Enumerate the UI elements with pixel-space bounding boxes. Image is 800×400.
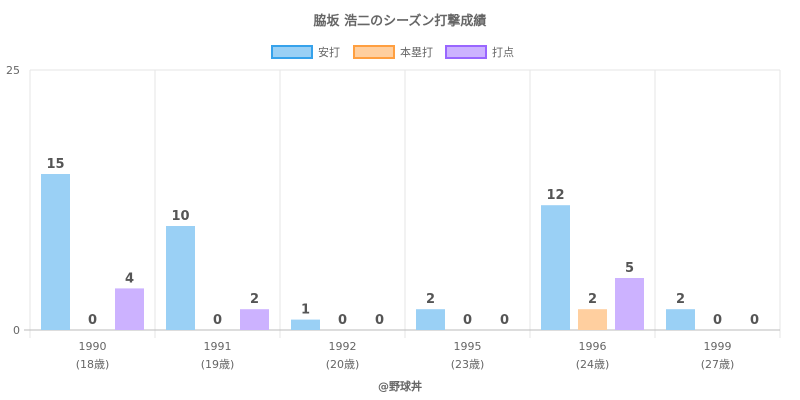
x-tick-label: 1990: [79, 340, 107, 353]
data-label-1995-安打: 2: [426, 292, 435, 307]
bar-1991-安打: [166, 226, 195, 330]
data-label-1992-本塁打: 0: [338, 313, 347, 328]
legend-label-2: 打点: [492, 45, 514, 59]
bar-1996-打点: [615, 278, 644, 330]
data-label-1999-打点: 0: [750, 313, 759, 328]
bar-1999-安打: [666, 309, 695, 330]
legend-label-1: 本塁打: [400, 45, 433, 59]
data-label-1990-安打: 15: [46, 157, 64, 172]
y-tick-label: 0: [13, 324, 20, 337]
data-label-1996-安打: 12: [546, 188, 564, 203]
bar-1990-安打: [41, 174, 70, 330]
legend-label-0: 安打: [318, 45, 340, 59]
x-tick-sublabel: (27歳): [701, 358, 735, 371]
legend-swatch-0: [271, 45, 313, 59]
x-tick-sublabel: (23歳): [451, 358, 485, 371]
bar-1990-打点: [115, 288, 144, 330]
data-label-1990-本塁打: 0: [88, 313, 97, 328]
data-label-1999-本塁打: 0: [713, 313, 722, 328]
legend-swatch-1: [353, 45, 395, 59]
data-label-1990-打点: 4: [125, 271, 134, 286]
data-label-1999-安打: 2: [676, 292, 685, 307]
x-axis: 1990 (18歳) 1991 (19歳) 1992 (20歳) 1995 (23歳) 1996…: [76, 340, 735, 371]
x-tick-label: 1999: [704, 340, 732, 353]
bar-1991-打点: [240, 309, 269, 330]
bar-1996-安打: [541, 205, 570, 330]
x-tick-label: 1992: [329, 340, 357, 353]
x-tick-label: 1991: [204, 340, 232, 353]
x-tick-sublabel: (24歳): [576, 358, 610, 371]
bar-1992-安打: [291, 319, 320, 330]
x-tick-sublabel: (18歳): [76, 358, 110, 371]
gridlines: [24, 69, 781, 338]
data-label-1995-本塁打: 0: [463, 313, 472, 328]
data-label-1992-打点: 0: [375, 313, 384, 328]
x-tick-label: 1996: [579, 340, 607, 353]
data-label-1992-安打: 1: [301, 303, 310, 318]
bar-1996-本塁打: [578, 309, 607, 330]
data-label-1996-本塁打: 2: [588, 292, 597, 307]
data-label-1995-打点: 0: [500, 313, 509, 328]
x-tick-sublabel: (19歳): [201, 358, 235, 371]
y-axis: 0 25: [6, 64, 20, 337]
legend-swatch-2: [445, 45, 487, 59]
y-tick-label: 25: [6, 64, 20, 77]
chart-title: 脇坂 浩二のシーズン打撃成績: [314, 13, 487, 29]
bar-1995-安打: [416, 309, 445, 330]
bars: [41, 174, 695, 330]
data-label-1991-本塁打: 0: [213, 313, 222, 328]
data-label-1991-打点: 2: [250, 292, 259, 307]
x-tick-label: 1995: [454, 340, 482, 353]
legend: 安打 本塁打 打点: [271, 45, 514, 59]
credit-text: @野球丼: [378, 379, 422, 393]
x-tick-sublabel: (20歳): [326, 358, 360, 371]
data-label-1991-安打: 10: [171, 209, 189, 224]
data-label-1996-打点: 5: [625, 261, 634, 276]
